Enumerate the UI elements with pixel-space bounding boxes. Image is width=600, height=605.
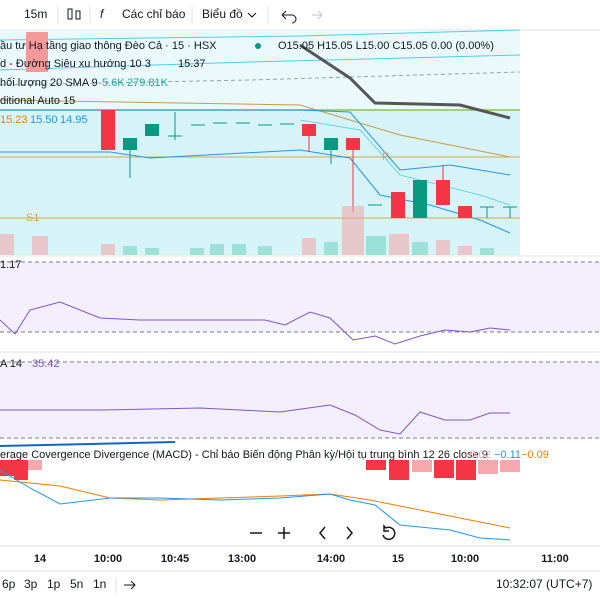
bb-upper: 15.50	[30, 114, 58, 126]
x-label: 10:00	[94, 553, 122, 565]
macd-signal: −0.09	[521, 449, 549, 461]
range-button[interactable]: 3p	[24, 577, 38, 591]
x-label: 13:00	[228, 553, 256, 565]
zoom-controls	[244, 521, 400, 545]
zoom-in[interactable]	[278, 527, 290, 539]
supertrend-legend: d - Đường Siêu xu hướng 10 3	[0, 58, 151, 70]
volume-sma: 279.81K	[127, 77, 169, 89]
bb-lower: 14.95	[60, 114, 88, 126]
undo-icon[interactable]	[281, 10, 297, 24]
scroll-right[interactable]	[346, 526, 353, 540]
x-label: 14	[34, 553, 47, 565]
range-button[interactable]: 1p	[47, 577, 61, 591]
range-button[interactable]: 5n	[70, 577, 83, 591]
volume-legend: hối lượng 20 SMA 9	[0, 77, 98, 89]
x-label: 10:45	[161, 553, 189, 565]
redo-icon[interactable]	[312, 10, 323, 20]
dropdown-icon	[247, 12, 257, 18]
date-range-icon[interactable]	[124, 580, 136, 590]
x-axis: 14 10:00 10:45 13:00 14:00 15 10:00 11:0…	[34, 553, 569, 565]
x-label: 15	[392, 553, 404, 565]
macd-hist: −0.02	[463, 449, 491, 461]
interval-button[interactable]: 15m	[24, 7, 47, 21]
supertrend-value: 15.37	[178, 58, 206, 70]
chart-button[interactable]: Biểu đồ	[202, 7, 243, 21]
oscillator-pane: 1.17	[0, 259, 600, 345]
symbol-title: ầu tư Hạ tầng giao thông Đèo Cả · 15 · H…	[0, 40, 217, 52]
candle-type-icon[interactable]	[67, 8, 81, 20]
pivot-label: P	[382, 151, 389, 163]
indicators-button[interactable]: Các chỉ báo	[122, 7, 186, 21]
pivots-legend: ditional Auto 15	[0, 95, 75, 107]
range-button[interactable]: 1n	[93, 577, 106, 591]
clock: 10:32:07 (UTC+7)	[496, 577, 592, 591]
x-label: 14:00	[317, 553, 345, 565]
macd-legend: erage Covergence Divergence (MACD) - Chỉ…	[0, 449, 488, 461]
scroll-left[interactable]	[319, 526, 326, 540]
pane2-value: 1.17	[0, 259, 21, 271]
pane3-name: A 14	[0, 358, 22, 370]
adx-pane: A 14 35.42	[0, 358, 600, 439]
s1-label: S1	[26, 212, 39, 224]
toolbar	[0, 0, 600, 30]
x-label: 10:00	[451, 553, 479, 565]
macd-pane: erage Covergence Divergence (MACD) - Chỉ…	[0, 441, 549, 541]
macd-line: −0.11	[494, 449, 521, 461]
ohlc: O15.05 H15.05 L15.00 C15.05 0.00 (0.00%)	[278, 40, 494, 52]
x-label: 11:00	[541, 553, 569, 565]
fx-icon: f	[100, 7, 105, 21]
reset[interactable]	[382, 524, 396, 541]
pane3-value: 35.42	[32, 358, 60, 370]
main-pane: ầu tư Hạ tầng giao thông Đèo Cả · 15 · H…	[0, 29, 521, 255]
bb-basis: 15.23	[0, 114, 28, 126]
range-button[interactable]: 6p	[2, 577, 16, 591]
volume-value: 5.6K	[102, 77, 125, 89]
